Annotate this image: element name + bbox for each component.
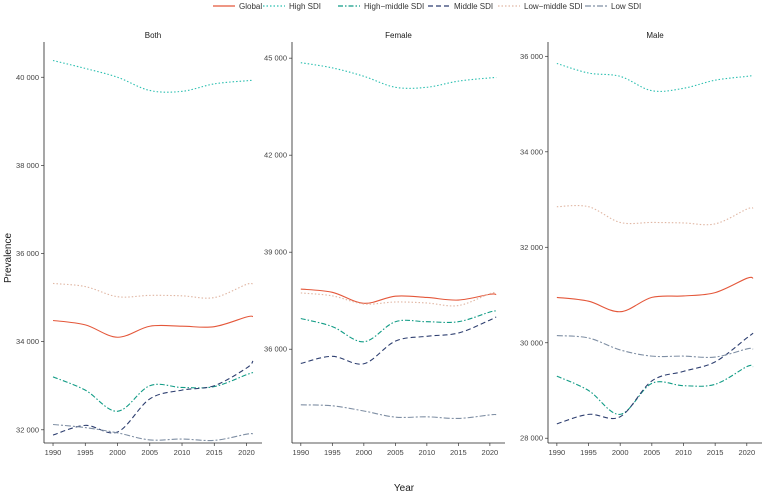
- legend-label-2: High−middle SDI: [364, 2, 424, 11]
- legend-label-0: Global: [239, 2, 262, 11]
- legend-label-3: Middle SDI: [454, 2, 493, 11]
- series-line-high-middle-sdi: [52, 371, 254, 412]
- series-line-high-sdi: [556, 62, 754, 92]
- series-line-high-sdi: [300, 62, 497, 89]
- x-tick-label: 1990: [549, 448, 566, 457]
- y-tick-label: 28 000: [520, 434, 543, 443]
- series-line-high-sdi: [52, 59, 254, 93]
- x-tick-label: 2010: [419, 448, 436, 457]
- x-tick-label: 1995: [324, 448, 341, 457]
- y-tick-label: 32 000: [520, 243, 543, 252]
- panel-title: Both: [145, 31, 161, 40]
- y-tick-label: 36 000: [16, 249, 39, 258]
- x-tick-label: 2020: [738, 448, 755, 457]
- x-tick-label: 2020: [482, 448, 499, 457]
- x-tick-label: 1990: [292, 448, 309, 457]
- panel-title: Male: [646, 31, 664, 40]
- x-tick-label: 2000: [355, 448, 372, 457]
- series-line-low-sdi: [52, 423, 254, 442]
- series-line-high-middle-sdi: [300, 310, 497, 343]
- x-tick-label: 2015: [206, 448, 223, 457]
- series-line-high-middle-sdi: [556, 364, 754, 415]
- chart-legend: Global High SDI High−middle SDI Middle SDI L…: [213, 2, 641, 11]
- x-tick-label: 2015: [707, 448, 724, 457]
- panel-both: Both 32 000 34 000 36 000 38 000 40 000 1990 19…: [16, 31, 262, 457]
- y-tick-label: 36 000: [520, 52, 543, 61]
- series-line-low-middle-sdi: [556, 204, 754, 226]
- panel-female: Female 36 000 39 000 42 000 45 000 1990 1995 20…: [264, 31, 505, 457]
- x-tick-label: 1995: [580, 448, 597, 457]
- legend-label-5: Low SDI: [611, 2, 641, 11]
- y-tick-label: 32 000: [16, 425, 39, 434]
- y-tick-label: 36 000: [264, 345, 287, 354]
- x-tick-label: 1990: [45, 448, 62, 457]
- y-tick-label: 34 000: [520, 147, 543, 156]
- series-line-middle-sdi: [556, 332, 754, 425]
- panel-title: Female: [385, 31, 412, 40]
- legend-label-4: Low−middle SDI: [524, 2, 582, 11]
- series-line-global: [52, 315, 254, 338]
- x-tick-label: 2000: [612, 448, 629, 457]
- y-axis-title: Prevalence: [3, 233, 14, 283]
- panel-male: Male 28 000 30 000 32 000 34 000 36 000 1990 19…: [520, 31, 762, 457]
- y-tick-label: 40 000: [16, 73, 39, 82]
- x-tick-label: 2000: [109, 448, 126, 457]
- series-line-global: [556, 276, 754, 313]
- y-tick-label: 42 000: [264, 151, 287, 160]
- y-tick-label: 39 000: [264, 248, 287, 257]
- series-line-middle-sdi: [300, 316, 497, 365]
- series-line-middle-sdi: [52, 360, 254, 436]
- y-tick-label: 34 000: [16, 337, 39, 346]
- x-tick-label: 2015: [450, 448, 467, 457]
- y-tick-label: 45 000: [264, 54, 287, 63]
- y-tick-label: 30 000: [520, 338, 543, 347]
- legend-label-1: High SDI: [289, 2, 321, 11]
- y-tick-label: 38 000: [16, 161, 39, 170]
- x-axis-title: Year: [394, 483, 415, 494]
- series-line-low-middle-sdi: [52, 282, 254, 299]
- x-tick-label: 2005: [387, 448, 404, 457]
- x-tick-label: 2020: [238, 448, 255, 457]
- series-line-low-sdi: [300, 404, 497, 420]
- x-tick-label: 1995: [77, 448, 94, 457]
- x-tick-label: 2005: [643, 448, 660, 457]
- x-tick-label: 2010: [174, 448, 191, 457]
- series-line-low-sdi: [556, 335, 754, 358]
- series-line-global: [300, 288, 497, 304]
- x-tick-label: 2010: [675, 448, 692, 457]
- x-tick-label: 2005: [141, 448, 158, 457]
- chart-panels: Both 32 000 34 000 36 000 38 000 40 000 1990 19…: [16, 31, 762, 457]
